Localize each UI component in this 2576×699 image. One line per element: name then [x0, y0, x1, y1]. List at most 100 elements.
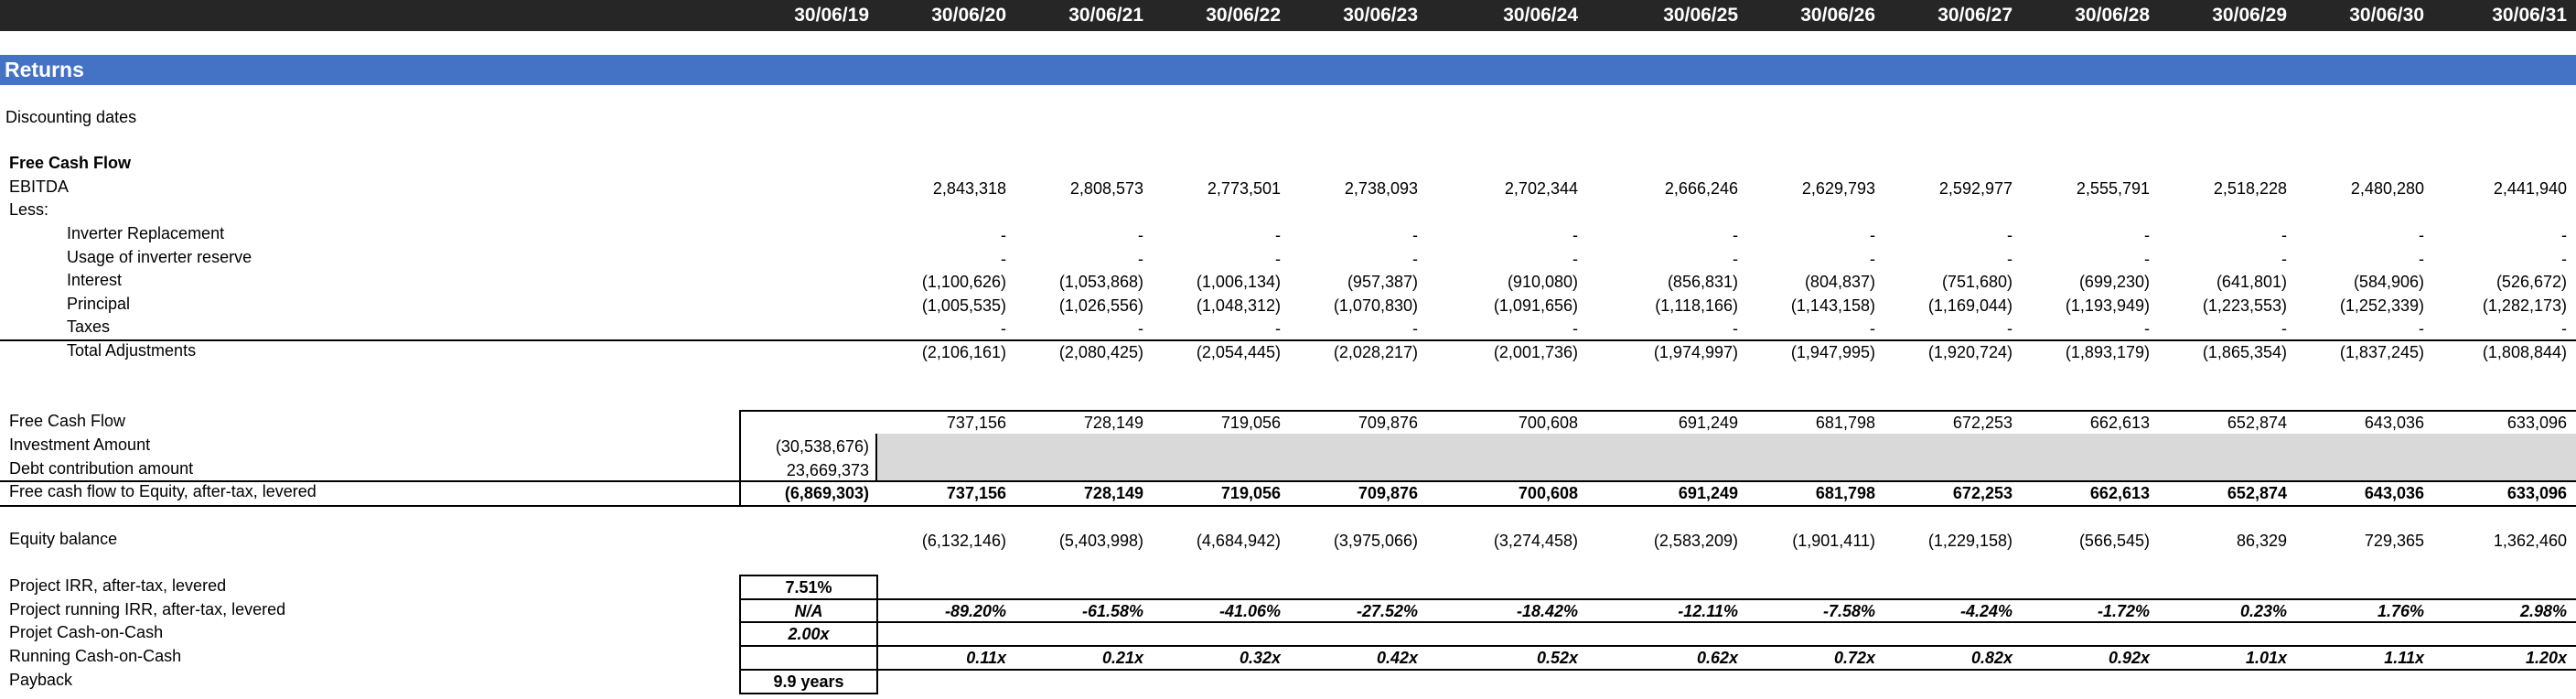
cell-equity-balance-3: (4,684,942): [1196, 532, 1281, 550]
cell-running-coc-4: 0.42x: [1376, 649, 1418, 667]
cell-ebitda-3: 2,773,501: [1207, 179, 1281, 198]
label-principal: Principal: [67, 295, 131, 313]
cell-taxes-3: -: [1275, 319, 1281, 338]
cell-inverter-replacement-2: -: [1138, 226, 1143, 244]
label-project-irr: Project IRR, after-tax, levered: [9, 576, 227, 595]
cell-ebitda-2: 2,808,573: [1069, 179, 1143, 198]
cell-interest-11: (584,906): [2353, 273, 2424, 291]
date-col-4: 30/06/23: [1343, 5, 1418, 26]
cell-inverter-replacement-7: -: [1870, 226, 1875, 244]
cell-interest-5: (910,080): [1507, 273, 1578, 291]
cell-usage-inverter-reserve-6: -: [1733, 250, 1738, 268]
cell-usage-inverter-reserve-2: -: [1138, 250, 1143, 268]
cell-free-cash-flow-12: 633,096: [2506, 414, 2567, 432]
cell-free-cash-flow-4: 709,876: [1358, 414, 1418, 432]
cell-interest-3: (1,006,134): [1196, 273, 1281, 291]
irr-row-bottom: [739, 621, 2576, 623]
cell-usage-inverter-reserve-9: -: [2144, 250, 2150, 268]
running-coc-first-box: [739, 645, 878, 671]
cell-equity-balance-10: 86,329: [2236, 532, 2287, 550]
cell-total-adjustments-3: (2,054,445): [1196, 343, 1281, 361]
cell-ebitda-7: 2,629,793: [1801, 179, 1875, 198]
cell-running-irr-0: N/A: [794, 602, 823, 620]
cell-running-coc-11: 1.11x: [2384, 649, 2424, 667]
cell-total-adjustments-11: (1,837,245): [2339, 343, 2424, 361]
label-usage-inverter-reserve: Usage of inverter reserve: [67, 248, 252, 266]
cell-running-irr-6: -12.11%: [1678, 602, 1738, 620]
cell-equity-balance-12: 1,362,460: [2493, 532, 2567, 550]
label-less: Less:: [9, 200, 49, 219]
cell-inverter-replacement-1: -: [1001, 226, 1006, 244]
cell-taxes-9: -: [2144, 319, 2150, 338]
cell-inverter-replacement-6: -: [1733, 226, 1738, 244]
cell-running-irr-4: -27.52%: [1356, 602, 1418, 620]
label-investment-amount: Investment Amount: [9, 436, 151, 454]
cell-running-coc-2: 0.21x: [1101, 649, 1143, 667]
cell-running-coc-12: 1.20x: [2525, 649, 2567, 667]
cell-running-irr-7: -7.58%: [1822, 602, 1875, 620]
cell-interest-4: (957,387): [1347, 273, 1418, 291]
cell-interest-10: (641,801): [2216, 273, 2287, 291]
cell-principal-11: (1,252,339): [2339, 296, 2424, 315]
cell-total-adjustments-9: (1,893,179): [2065, 343, 2150, 361]
cell-equity-balance-8: (1,229,158): [1927, 532, 2012, 550]
cell-fcfe-4: 709,876: [1358, 484, 1418, 502]
cell-fcfe-10: 652,874: [2227, 484, 2287, 502]
cell-running-irr-10: 0.23%: [2239, 602, 2287, 620]
cell-debt-contribution-0: 23,669,373: [786, 461, 869, 479]
cell-taxes-4: -: [1412, 319, 1418, 338]
cell-total-adjustments-2: (2,080,425): [1058, 343, 1143, 361]
cell-fcfe-9: 662,613: [2089, 484, 2150, 502]
cell-equity-balance-4: (3,975,066): [1333, 532, 1418, 550]
cell-principal-6: (1,118,166): [1655, 296, 1738, 315]
cell-usage-inverter-reserve-4: -: [1412, 250, 1418, 268]
label-project-coc: Projet Cash-on-Cash: [9, 623, 164, 641]
label-running-irr: Project running IRR, after-tax, levered: [9, 600, 286, 618]
cell-free-cash-flow-10: 652,874: [2227, 414, 2287, 432]
top-border-fcf: [739, 410, 2576, 412]
running-irr-na-box: [739, 598, 878, 623]
cell-total-adjustments-1: (2,106,161): [921, 343, 1006, 361]
cell-total-adjustments-12: (1,808,844): [2482, 343, 2567, 361]
cell-interest-6: (856,831): [1667, 273, 1738, 291]
cell-principal-8: (1,169,044): [1927, 296, 2012, 315]
cell-running-irr-11: 1.76%: [2377, 602, 2424, 620]
cell-running-irr-9: -1.72%: [2097, 602, 2150, 620]
cell-equity-balance-1: (6,132,146): [921, 532, 1006, 550]
cell-total-adjustments-8: (1,920,724): [1927, 343, 2012, 361]
cell-inverter-replacement-5: -: [1572, 226, 1578, 244]
payback-value: 9.9 years: [773, 672, 844, 691]
cell-running-irr-5: -18.42%: [1516, 602, 1578, 620]
cell-free-cash-flow-8: 672,253: [1952, 414, 2012, 432]
cell-principal-7: (1,143,158): [1790, 296, 1875, 315]
cell-principal-3: (1,048,312): [1196, 296, 1281, 315]
cell-fcfe-11: 643,036: [2364, 484, 2424, 502]
cell-total-adjustments-5: (2,001,736): [1493, 343, 1578, 361]
cell-fcfe-5: 700,608: [1518, 484, 1578, 502]
date-col-11: 30/06/30: [2349, 5, 2424, 26]
date-col-2: 30/06/21: [1068, 5, 1143, 26]
cell-running-irr-12: 2.98%: [2519, 602, 2567, 620]
date-col-12: 30/06/31: [2492, 5, 2567, 26]
project-irr-value: 7.51%: [785, 578, 832, 597]
bottom-border-fcfe: [0, 505, 2576, 507]
cell-ebitda-5: 2,702,344: [1504, 179, 1578, 198]
cell-running-irr-3: -41.06%: [1218, 602, 1281, 620]
top-border-fcfe: [0, 480, 2576, 482]
cell-principal-12: (1,282,173): [2482, 296, 2567, 315]
project-coc-box: 2.00x: [739, 621, 878, 647]
cell-principal-10: (1,223,553): [2202, 296, 2287, 315]
cell-running-coc-3: 0.32x: [1239, 649, 1281, 667]
first-col-left-border: [739, 410, 741, 505]
cell-fcfe-0: (6,869,303): [784, 484, 869, 502]
cell-running-coc-6: 0.62x: [1696, 649, 1738, 667]
cell-equity-balance-9: (566,545): [2078, 532, 2150, 550]
cell-running-coc-9: 0.92x: [2108, 649, 2150, 667]
cell-free-cash-flow-6: 691,249: [1678, 414, 1738, 432]
date-col-7: 30/06/26: [1800, 5, 1875, 26]
cell-free-cash-flow-1: 737,156: [946, 414, 1006, 432]
cell-usage-inverter-reserve-12: -: [2561, 250, 2567, 268]
cell-equity-balance-2: (5,403,998): [1058, 532, 1143, 550]
cell-total-adjustments-10: (1,865,354): [2202, 343, 2287, 361]
cell-usage-inverter-reserve-1: -: [1001, 250, 1006, 268]
